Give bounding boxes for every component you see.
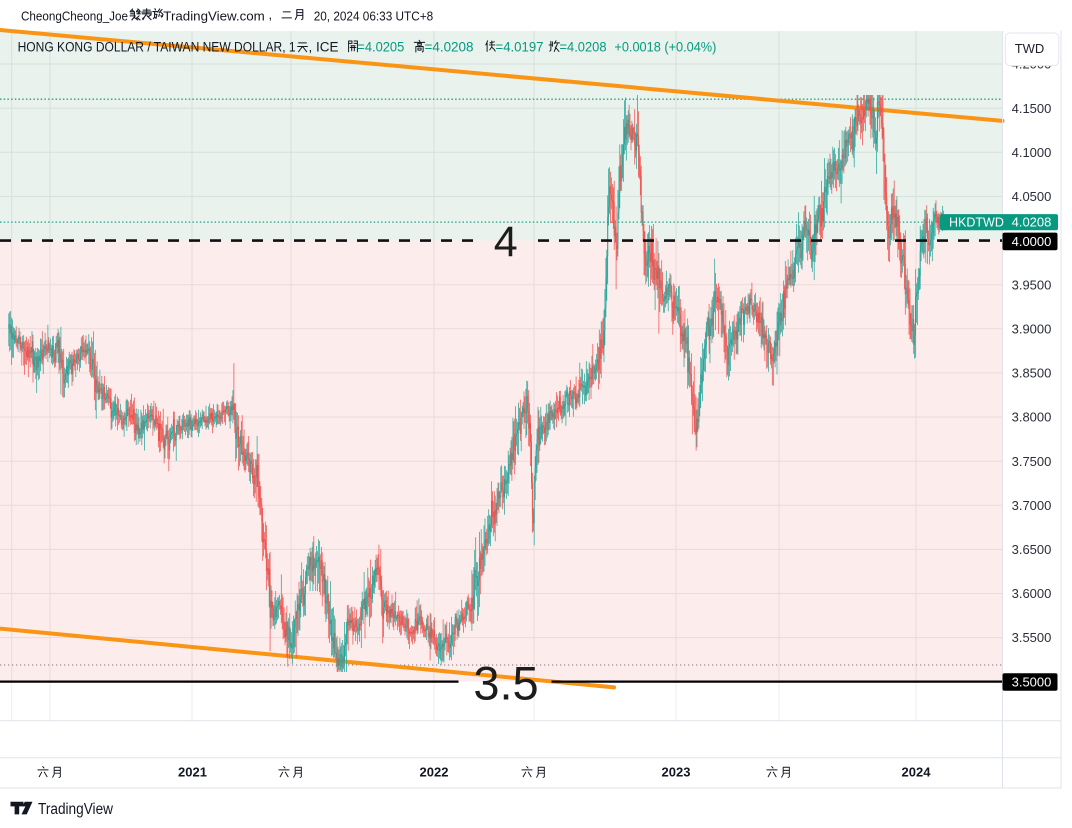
svg-text:4.0208: 4.0208 [1012, 215, 1052, 230]
svg-text:3.7500: 3.7500 [1012, 454, 1052, 469]
svg-text:20, 2024 06:33 UTC+8: 20, 2024 06:33 UTC+8 [314, 8, 434, 23]
svg-text:4.1000: 4.1000 [1012, 145, 1052, 160]
svg-text:4.0000: 4.0000 [1012, 234, 1052, 249]
svg-text:HONG KONG DOLLAR / TAIWAN NEW: HONG KONG DOLLAR / TAIWAN NEW DOLLAR, 1 [18, 39, 296, 54]
svg-text:4.0500: 4.0500 [1012, 189, 1052, 204]
svg-text:3.9500: 3.9500 [1012, 277, 1052, 292]
svg-text:2024: 2024 [902, 765, 932, 780]
svg-text:,: , [269, 7, 273, 22]
svg-text:, ICE: , ICE [309, 39, 339, 54]
svg-text:2023: 2023 [662, 765, 691, 780]
svg-text:=4.0208: =4.0208 [560, 39, 607, 54]
svg-text:2022: 2022 [420, 765, 449, 780]
svg-text:3.6500: 3.6500 [1012, 542, 1052, 557]
svg-text:=4.0208: =4.0208 [425, 39, 474, 54]
svg-text:3.9000: 3.9000 [1012, 321, 1052, 336]
svg-text:4.1500: 4.1500 [1012, 101, 1052, 116]
svg-text:3.6000: 3.6000 [1012, 586, 1052, 601]
svg-text:3.5: 3.5 [473, 657, 538, 710]
svg-text:TradingView: TradingView [38, 801, 114, 818]
svg-text:=4.0205: =4.0205 [357, 39, 404, 54]
svg-text:3.5500: 3.5500 [1012, 630, 1052, 645]
svg-text:CheongCheong_Joe: CheongCheong_Joe [21, 8, 128, 23]
svg-text:3.5000: 3.5000 [1012, 675, 1052, 690]
svg-text:2021: 2021 [178, 765, 207, 780]
svg-text:HKDTWD: HKDTWD [949, 216, 1004, 230]
svg-text:+0.0018 (+0.04%): +0.0018 (+0.04%) [614, 39, 716, 54]
svg-text:3.7000: 3.7000 [1012, 498, 1052, 513]
svg-text:3.8000: 3.8000 [1012, 410, 1052, 425]
svg-text:TradingView.com: TradingView.com [163, 8, 265, 23]
svg-text:3.8500: 3.8500 [1012, 366, 1052, 381]
svg-text:4: 4 [494, 218, 518, 266]
svg-text:TWD: TWD [1015, 41, 1045, 56]
svg-text:=4.0197: =4.0197 [496, 39, 544, 54]
